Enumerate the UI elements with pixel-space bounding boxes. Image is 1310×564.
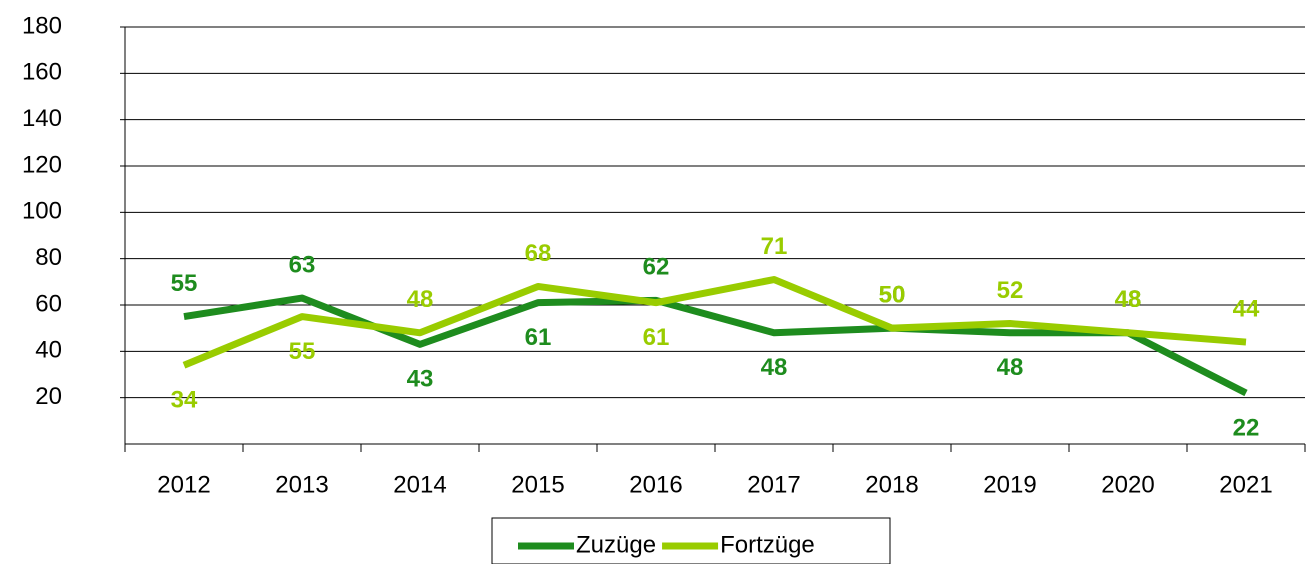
y-tick-label: 80: [35, 244, 62, 271]
y-tick-label: 160: [22, 59, 62, 86]
data-label: 62: [643, 254, 670, 281]
data-label: 22: [1233, 414, 1260, 441]
y-tick-label: 180: [22, 12, 62, 39]
x-tick-label: 2012: [157, 471, 210, 498]
data-label: 52: [997, 277, 1024, 304]
data-label: 61: [643, 324, 670, 351]
x-tick-label: 2014: [393, 471, 446, 498]
data-label: 68: [525, 240, 552, 267]
x-tick-label: 2020: [1101, 471, 1154, 498]
line-series: [183, 294, 1248, 397]
data-label: 50: [879, 282, 906, 309]
x-tick-label: 2017: [747, 471, 800, 498]
y-tick-label: 120: [22, 151, 62, 178]
data-label: 48: [1115, 286, 1142, 313]
legend-box: [491, 517, 891, 564]
y-tick-label: 20: [35, 383, 62, 410]
data-label: 43: [407, 366, 434, 393]
data-label: 61: [525, 324, 552, 351]
line-series: [182, 276, 1247, 369]
data-label: 48: [997, 354, 1024, 381]
legend-label: Zuzüge: [576, 531, 656, 558]
data-label: 50: [879, 282, 906, 309]
data-label: 71: [761, 233, 788, 260]
x-tick-label: 2019: [983, 471, 1036, 498]
data-label: 55: [171, 270, 198, 297]
x-tick-label: 2018: [865, 471, 918, 498]
x-tick-label: 2015: [511, 471, 564, 498]
x-tick-label: 2013: [275, 471, 328, 498]
y-tick-label: 60: [35, 290, 62, 317]
y-tick-label: 100: [22, 198, 62, 225]
data-label: 34: [171, 387, 198, 414]
data-label: 48: [761, 354, 788, 381]
x-tick-label: 2016: [629, 471, 682, 498]
legend-label: Fortzüge: [720, 531, 815, 558]
data-label: 44: [1233, 295, 1260, 322]
data-label: 63: [289, 251, 316, 278]
y-tick-label: 40: [35, 337, 62, 364]
x-tick-label: 2021: [1219, 471, 1272, 498]
data-label: 48: [1115, 286, 1142, 313]
data-label: 55: [289, 338, 316, 365]
data-label: 48: [407, 286, 434, 313]
y-tick-label: 140: [22, 105, 62, 132]
